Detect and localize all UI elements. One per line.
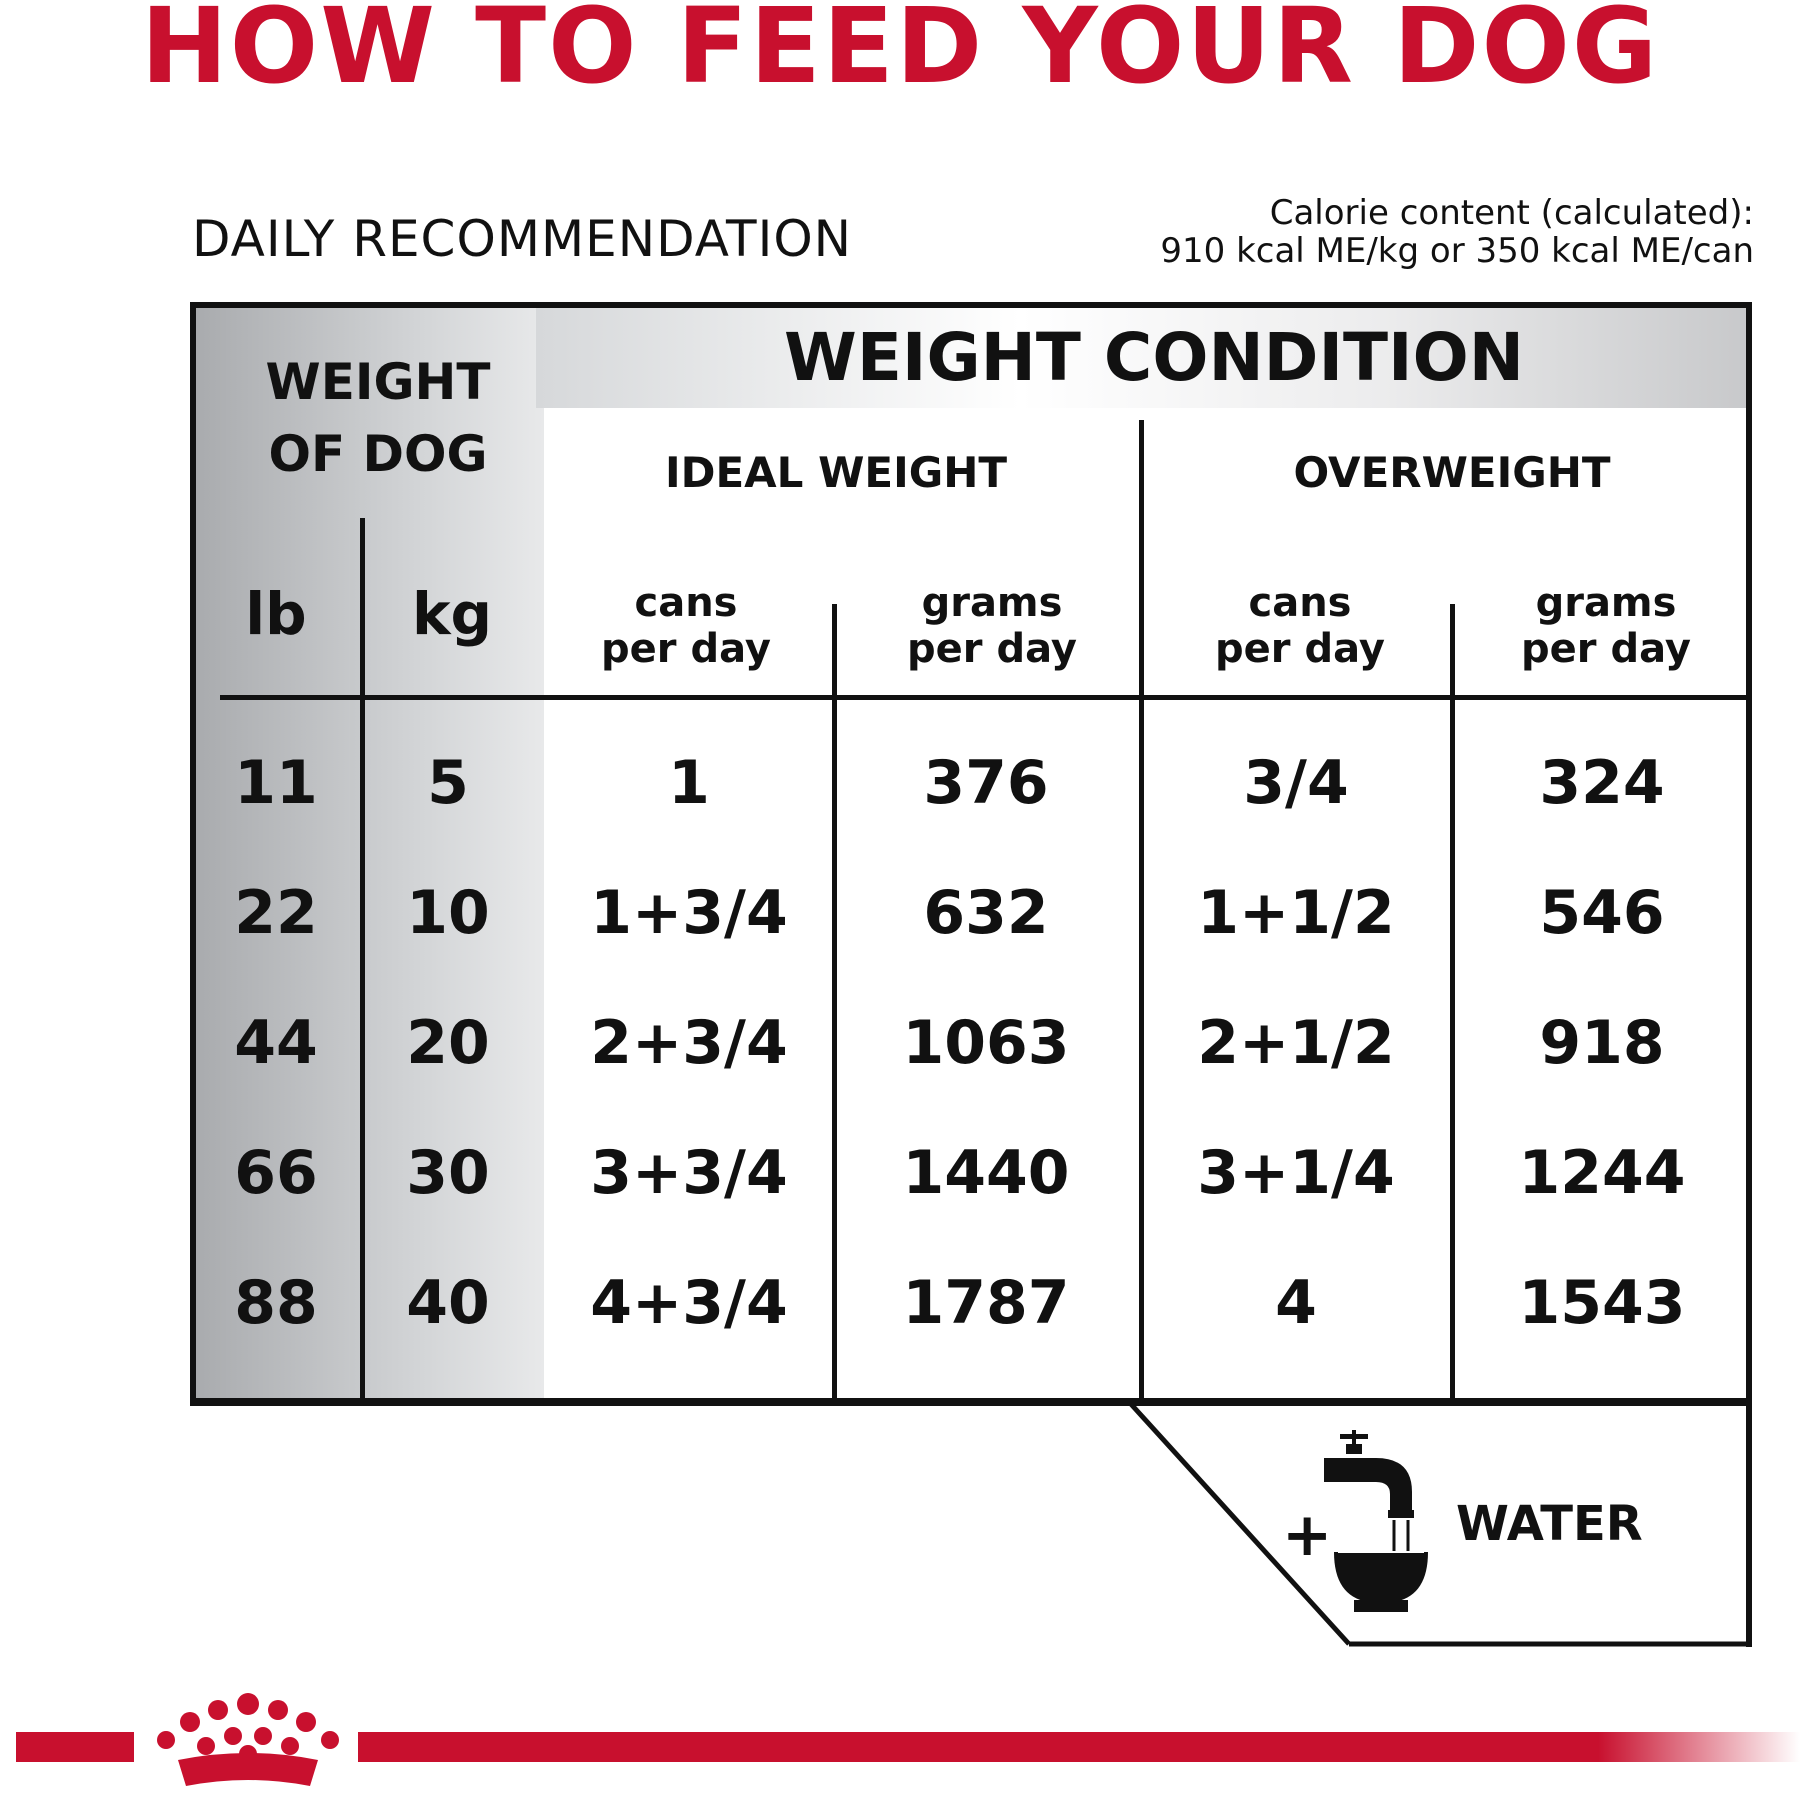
cell-lb: 66: [234, 1138, 318, 1208]
cell-kg: 20: [406, 1008, 490, 1078]
weight-of-dog-line-1: WEIGHT: [265, 353, 491, 411]
crown-logo-icon: [157, 1693, 339, 1786]
cell-ideal-grams: 632: [923, 878, 1049, 948]
over-cans-header: cans per day: [1150, 580, 1450, 672]
cell-ideal-cans: 2+3/4: [590, 1008, 788, 1078]
water-label: WATER: [1456, 1496, 1643, 1552]
cell-over-grams: 1244: [1518, 1138, 1686, 1208]
cell-over-cans: 2+1/2: [1197, 1008, 1395, 1078]
cell-kg: 40: [406, 1268, 490, 1338]
cell-ideal-cans: 1+3/4: [590, 878, 788, 948]
per-day-label: per day: [907, 626, 1077, 672]
daily-recommendation-heading: DAILY RECOMMENDATION: [192, 210, 853, 268]
cell-lb: 88: [234, 1268, 318, 1338]
ideal-divider: [832, 604, 837, 1398]
calorie-content: Calorie content (calculated): 910 kcal M…: [1160, 194, 1754, 270]
kg-header: kg: [411, 580, 493, 648]
cans-label: cans: [634, 580, 738, 626]
lb-header: lb: [245, 580, 307, 648]
overweight-header: OVERWEIGHT: [1293, 448, 1611, 497]
cell-over-cans: 3+1/4: [1197, 1138, 1395, 1208]
ideal-cans-header: cans per day: [536, 580, 836, 672]
weight-column-background: [196, 308, 544, 1398]
over-divider: [1450, 604, 1455, 1398]
over-grams-header: grams per day: [1456, 580, 1746, 672]
page-title: HOW TO FEED YOUR DOG: [140, 0, 1660, 107]
cell-lb: 11: [234, 748, 318, 818]
calorie-line-2: 910 kcal ME/kg or 350 kcal ME/can: [1160, 231, 1754, 271]
lb-kg-divider: [360, 518, 365, 1398]
cell-ideal-cans: 1: [668, 748, 710, 818]
condition-divider: [1139, 420, 1144, 1398]
footer-line-right: [358, 1732, 1800, 1762]
per-day-label: per day: [601, 626, 771, 672]
cell-ideal-cans: 3+3/4: [590, 1138, 788, 1208]
cell-over-cans: 3/4: [1243, 748, 1349, 818]
grams-label: grams: [1535, 580, 1677, 626]
cell-over-cans: 4: [1275, 1268, 1317, 1338]
weight-of-dog-header: WEIGHT OF DOG: [218, 346, 538, 490]
cell-ideal-cans: 4+3/4: [590, 1268, 788, 1338]
weight-of-dog-line-2: OF DOG: [268, 425, 488, 483]
cell-over-grams: 1543: [1518, 1268, 1686, 1338]
cell-ideal-grams: 376: [923, 748, 1049, 818]
grams-label: grams: [921, 580, 1063, 626]
cell-kg: 30: [406, 1138, 490, 1208]
weight-condition-header: WEIGHT CONDITION: [784, 319, 1524, 396]
cell-ideal-grams: 1063: [902, 1008, 1070, 1078]
footer-line-left: [16, 1732, 134, 1762]
cell-lb: 44: [234, 1008, 318, 1078]
ideal-grams-header: grams per day: [842, 580, 1142, 672]
per-day-label: per day: [1215, 626, 1385, 672]
plus-sign: +: [1282, 1500, 1333, 1570]
cell-kg: 10: [406, 878, 490, 948]
cell-over-grams: 546: [1539, 878, 1665, 948]
cell-ideal-grams: 1440: [902, 1138, 1070, 1208]
feeding-table: WEIGHT OF DOG WEIGHT CONDITION IDEAL WEI…: [190, 302, 1752, 1404]
cell-over-grams: 324: [1539, 748, 1665, 818]
calorie-line-1: Calorie content (calculated):: [1269, 193, 1754, 233]
faucet-bowl-icon: [1324, 1430, 1428, 1612]
per-day-label: per day: [1521, 626, 1691, 672]
weight-condition-banner: [536, 308, 1746, 408]
cell-over-grams: 918: [1539, 1008, 1665, 1078]
cell-over-cans: 1+1/2: [1197, 878, 1395, 948]
ideal-weight-header: IDEAL WEIGHT: [665, 448, 1007, 497]
header-divider: [220, 695, 1746, 700]
cell-lb: 22: [234, 878, 318, 948]
cell-kg: 5: [427, 748, 469, 818]
cans-label: cans: [1248, 580, 1352, 626]
cell-ideal-grams: 1787: [902, 1268, 1070, 1338]
